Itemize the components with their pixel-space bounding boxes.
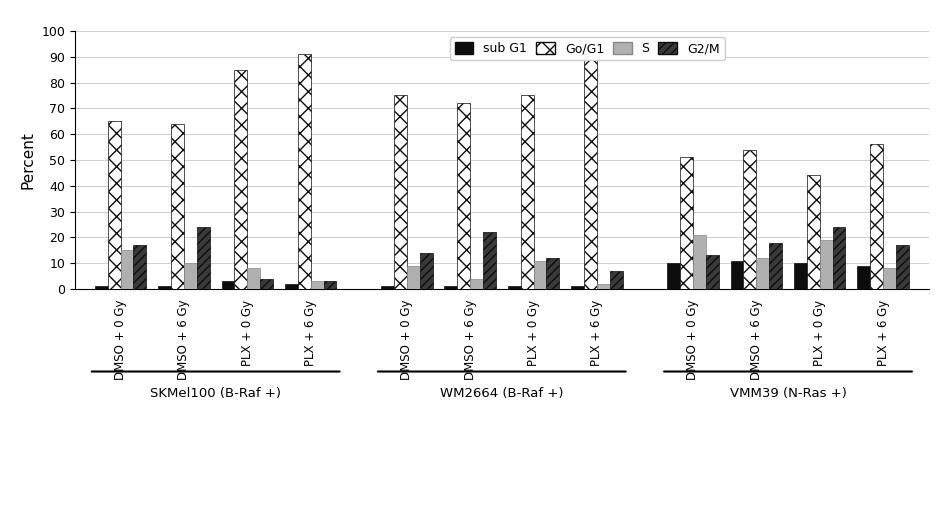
Bar bbox=[820, 240, 833, 289]
Bar bbox=[833, 227, 845, 289]
Bar bbox=[483, 232, 496, 289]
Text: WM2664 (B-Raf +): WM2664 (B-Raf +) bbox=[440, 387, 564, 400]
Bar bbox=[133, 245, 146, 289]
Bar bbox=[381, 286, 394, 289]
Bar bbox=[121, 250, 133, 289]
Bar bbox=[457, 103, 470, 289]
Bar bbox=[285, 284, 298, 289]
Bar bbox=[896, 245, 909, 289]
Bar bbox=[507, 286, 521, 289]
Bar bbox=[667, 263, 680, 289]
Y-axis label: Percent: Percent bbox=[21, 131, 36, 189]
Bar bbox=[769, 243, 782, 289]
Bar bbox=[584, 57, 597, 289]
Text: SKMel100 (B-Raf +): SKMel100 (B-Raf +) bbox=[150, 387, 281, 400]
Bar bbox=[159, 286, 171, 289]
Bar bbox=[870, 144, 883, 289]
Bar bbox=[419, 253, 432, 289]
Bar bbox=[705, 255, 719, 289]
Bar bbox=[184, 263, 197, 289]
Bar bbox=[310, 281, 324, 289]
Bar bbox=[693, 235, 705, 289]
Bar bbox=[756, 258, 769, 289]
Bar bbox=[470, 279, 483, 289]
Bar bbox=[248, 268, 260, 289]
Bar bbox=[234, 70, 248, 289]
Bar bbox=[744, 150, 756, 289]
Bar bbox=[794, 263, 807, 289]
Bar bbox=[534, 261, 547, 289]
Bar bbox=[883, 268, 896, 289]
Bar bbox=[221, 281, 234, 289]
Bar bbox=[95, 286, 108, 289]
Bar bbox=[394, 95, 407, 289]
Bar bbox=[171, 124, 184, 289]
Bar bbox=[731, 261, 744, 289]
Bar bbox=[197, 227, 210, 289]
Bar bbox=[445, 286, 457, 289]
Bar bbox=[521, 95, 534, 289]
Text: VMM39 (N-Ras +): VMM39 (N-Ras +) bbox=[730, 387, 846, 400]
Legend: sub G1, Go/G1, S, G2/M: sub G1, Go/G1, S, G2/M bbox=[449, 37, 725, 60]
Bar bbox=[298, 54, 310, 289]
Bar bbox=[571, 286, 584, 289]
Bar bbox=[260, 279, 273, 289]
Bar bbox=[610, 271, 623, 289]
Bar bbox=[324, 281, 337, 289]
Bar bbox=[680, 157, 693, 289]
Bar bbox=[407, 266, 419, 289]
Bar bbox=[547, 258, 559, 289]
Bar bbox=[597, 284, 610, 289]
Bar bbox=[857, 266, 870, 289]
Bar bbox=[108, 121, 121, 289]
Bar bbox=[807, 175, 820, 289]
